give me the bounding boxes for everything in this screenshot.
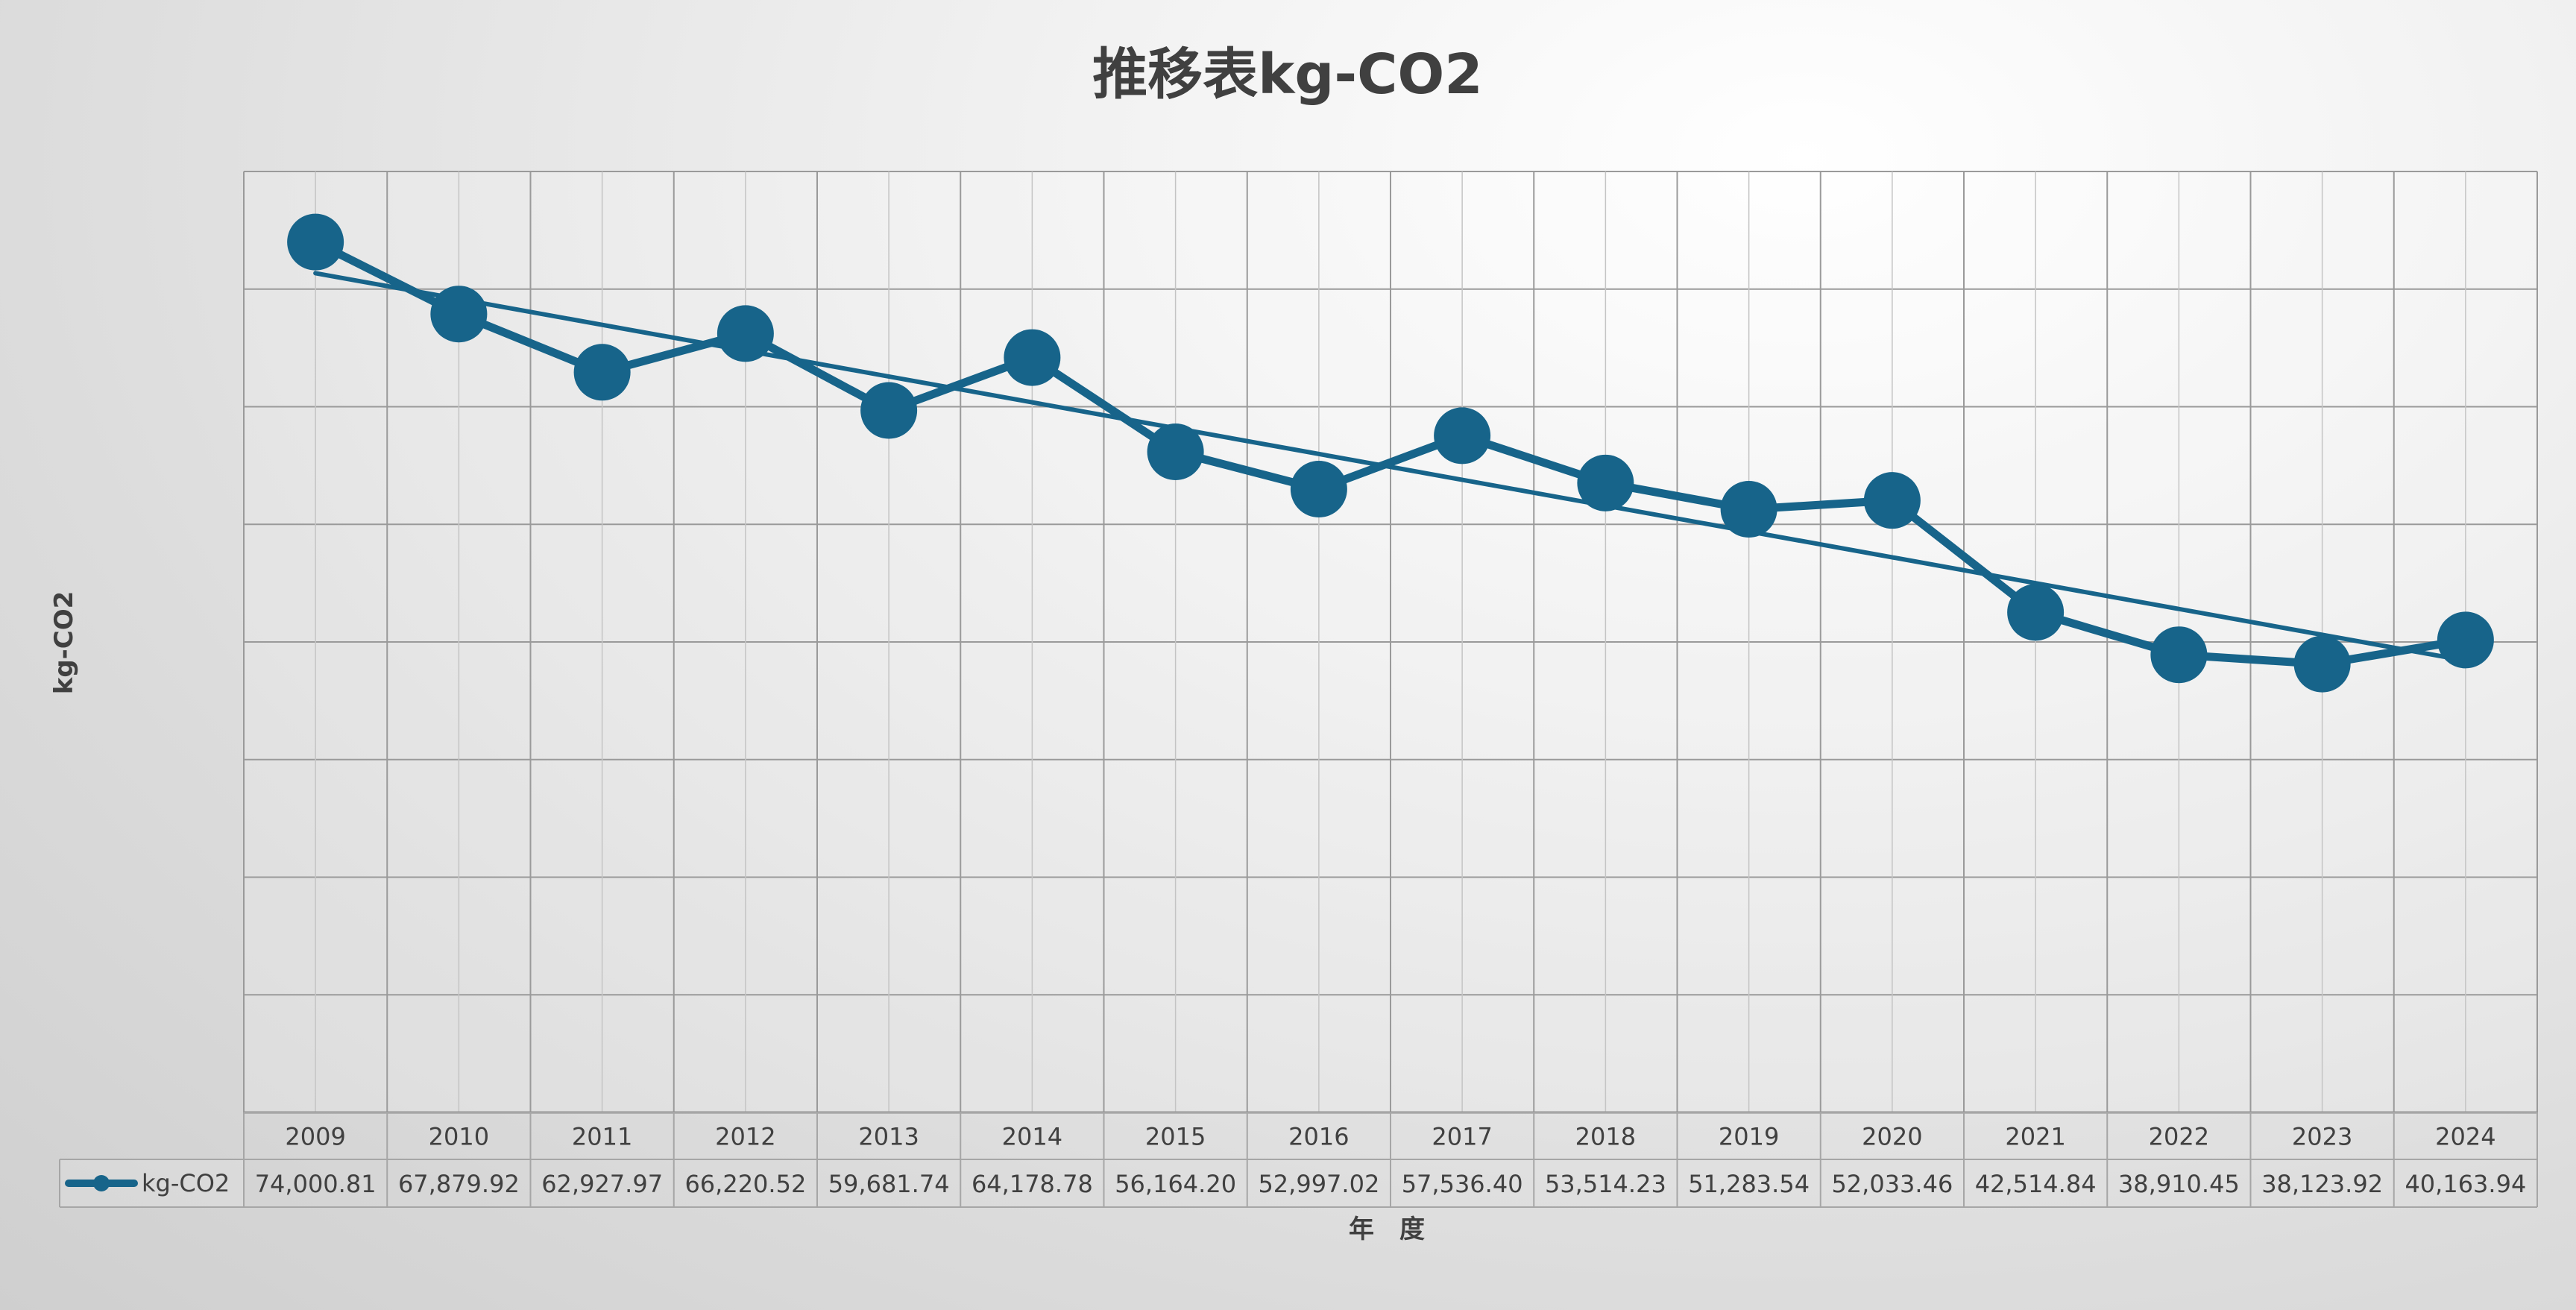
y-axis-title: kg-CO2	[49, 591, 79, 695]
x-axis-title: 年 度	[1349, 1215, 1425, 1244]
legend-label: kg-CO2	[142, 1169, 230, 1197]
x-tick-label: 2019	[1719, 1123, 1779, 1151]
data-point	[717, 305, 774, 362]
x-tick-label: 2009	[285, 1123, 345, 1151]
data-point	[1147, 423, 1204, 481]
data-point	[1290, 460, 1347, 517]
data-point	[2293, 635, 2351, 693]
x-tick-label: 2022	[2149, 1123, 2209, 1151]
x-tick-label: 2012	[715, 1123, 775, 1151]
data-point	[1863, 472, 1921, 529]
data-point	[2150, 626, 2208, 684]
x-tick-label: 2024	[2435, 1123, 2495, 1151]
data-value-cell: 59,681.74	[828, 1170, 950, 1198]
data-value-cell: 38,123.92	[2261, 1170, 2383, 1198]
trendline	[313, 271, 2468, 664]
gridlines	[243, 171, 2538, 1114]
data-value-cell: 38,910.45	[2118, 1170, 2240, 1198]
data-value-cell: 52,033.46	[1831, 1170, 1953, 1198]
data-value-cell: 74,000.81	[255, 1170, 377, 1198]
data-point	[1720, 481, 1777, 538]
data-point	[2007, 584, 2065, 641]
data-point	[287, 213, 344, 271]
data-point	[2437, 611, 2494, 669]
legend-marker-key	[93, 1175, 110, 1191]
data-value-cell: 56,164.20	[1115, 1170, 1236, 1198]
data-point	[1577, 454, 1634, 511]
data-point	[573, 344, 631, 401]
x-tick-label: 2020	[1862, 1123, 1922, 1151]
x-tick-label: 2016	[1288, 1123, 1349, 1151]
x-tick-label: 2014	[1002, 1123, 1062, 1151]
chart-title: 推移表kg-CO2	[1092, 42, 1483, 107]
x-tick-label: 2013	[858, 1123, 919, 1151]
series-layer	[287, 213, 2494, 693]
data-value-cell: 62,927.97	[541, 1170, 663, 1198]
data-value-cell: 52,997.02	[1258, 1170, 1379, 1198]
data-value-cell: 57,536.40	[1402, 1170, 1523, 1198]
trendline-layer	[313, 271, 2468, 664]
series-line	[311, 238, 2470, 669]
data-point	[1004, 329, 1061, 386]
data-value-cell: 51,283.54	[1688, 1170, 1810, 1198]
data-point	[860, 382, 918, 439]
data-value-cell: 42,514.84	[1975, 1170, 2097, 1198]
data-value-cell: 67,879.92	[398, 1170, 520, 1198]
data-point	[430, 286, 488, 343]
x-tick-label: 2018	[1575, 1123, 1636, 1151]
x-tick-label: 2015	[1145, 1123, 1206, 1151]
data-table: kg-CO2 2009 74,000.81 2010 67,879.92 2011 62,9…	[59, 1112, 2538, 1208]
data-value-cell: 53,514.23	[1545, 1170, 1666, 1198]
data-value-cell: 40,163.94	[2405, 1170, 2526, 1198]
x-tick-label: 2023	[2292, 1123, 2352, 1151]
data-value-cell: 64,178.78	[971, 1170, 1093, 1198]
x-tick-label: 2011	[572, 1123, 632, 1151]
x-tick-label: 2021	[2005, 1123, 2065, 1151]
data-value-cell: 66,220.52	[684, 1170, 806, 1198]
x-tick-label: 2017	[1432, 1123, 1492, 1151]
data-point	[1434, 407, 1491, 465]
x-tick-label: 2010	[429, 1123, 489, 1151]
